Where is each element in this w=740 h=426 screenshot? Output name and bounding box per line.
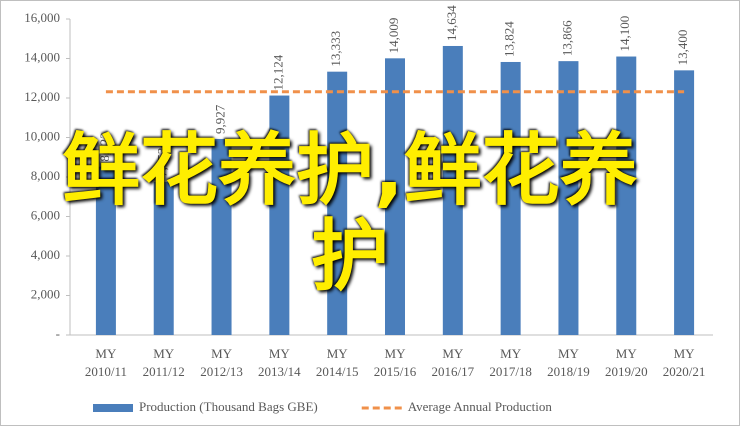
- x-tick-label: 2014/15: [316, 364, 359, 379]
- bar: [558, 61, 579, 336]
- bar: [385, 58, 405, 335]
- bar: [153, 181, 174, 335]
- x-tick-label: MY: [327, 346, 349, 361]
- bar: [327, 71, 348, 335]
- x-tick-label: MY: [211, 346, 233, 361]
- data-label: 7,753: [155, 148, 170, 177]
- x-tick-label: 2012/13: [200, 364, 243, 379]
- data-label: 13,400: [675, 30, 690, 66]
- x-tick-label: MY: [616, 346, 638, 361]
- x-tick-label: 2010/11: [85, 364, 127, 379]
- data-label: 14,100: [617, 16, 632, 52]
- legend-label: Average Annual Production: [408, 399, 553, 414]
- legend-swatch: [93, 404, 133, 412]
- x-tick-label: MY: [153, 346, 175, 361]
- bar: [269, 95, 290, 336]
- x-tick-label: MY: [442, 346, 464, 361]
- y-tick-label: 8,000: [31, 168, 60, 183]
- bar: [442, 45, 463, 335]
- bar: [211, 138, 232, 335]
- bar: [674, 70, 695, 335]
- x-tick-label: 2015/16: [374, 364, 417, 379]
- x-tick-label: MY: [269, 346, 291, 361]
- x-tick-label: 2019/20: [605, 364, 648, 379]
- data-label: 13,333: [328, 31, 343, 67]
- data-label: 8,523: [97, 132, 112, 161]
- data-label: 14,009: [386, 18, 401, 54]
- x-tick-label: 2016/17: [432, 364, 475, 379]
- data-label: 13,824: [502, 21, 517, 57]
- bar: [500, 61, 521, 335]
- legend-label: Production (Thousand Bags GBE): [139, 399, 318, 414]
- x-tick-label: MY: [95, 346, 117, 361]
- y-tick-label: 10,000: [24, 128, 60, 143]
- y-tick-label: 12,000: [24, 89, 60, 104]
- y-tick-label: 4,000: [31, 247, 60, 262]
- overlay-text: 鲜花养护,鲜花养护: [62, 126, 638, 302]
- x-tick-label: 2013/14: [258, 364, 301, 379]
- x-tick-label: 2017/18: [489, 364, 532, 379]
- x-tick-label: MY: [385, 346, 407, 361]
- bar: [95, 166, 116, 335]
- x-tick-label: MY: [674, 346, 696, 361]
- data-label: 14,634: [444, 5, 459, 41]
- y-tick-label: 14,000: [24, 49, 60, 64]
- y-tick-label: 16,000: [24, 10, 60, 25]
- bar: [616, 56, 637, 336]
- data-label: 12,124: [270, 54, 285, 90]
- x-tick-label: MY: [558, 346, 580, 361]
- y-tick-label: 2,000: [31, 286, 60, 301]
- x-tick-label: 2018/19: [547, 364, 590, 379]
- data-label: 13,866: [559, 20, 574, 56]
- y-tick-label: -: [56, 326, 60, 341]
- x-tick-label: 2020/21: [663, 364, 706, 379]
- x-tick-label: 2011/12: [143, 364, 185, 379]
- y-tick-label: 6,000: [31, 207, 60, 222]
- data-label: 9,927: [213, 104, 228, 134]
- x-tick-label: MY: [500, 346, 522, 361]
